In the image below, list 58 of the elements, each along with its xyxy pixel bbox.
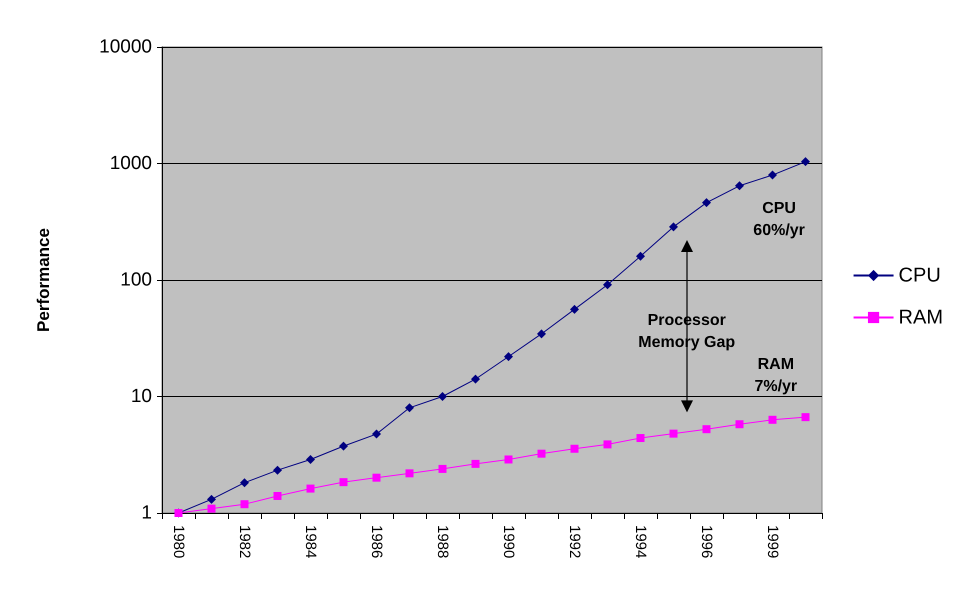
point [405,403,414,412]
point [438,464,446,473]
x-tick-label: 1982 [236,525,253,558]
x-tick-label: 1999 [764,525,781,558]
point [802,413,810,422]
x-tick-label: 1984 [302,525,319,558]
x-tick-label: 1980 [170,525,187,558]
point [504,455,512,464]
annotation: CPU 60%/yr [753,200,805,239]
y-tick-label: 10000 [99,36,152,58]
point [273,466,282,475]
point [636,434,644,442]
point [240,478,249,488]
point [471,374,480,384]
point [670,430,678,438]
point [240,500,248,508]
y-tick-label: 1 [141,502,152,524]
point [570,304,579,314]
point [603,280,612,290]
x-tick-label: 1992 [566,525,583,558]
point [801,157,810,166]
x-tick-label: 1988 [434,525,451,558]
y-tick-label: 100 [120,270,152,290]
point [438,392,447,401]
point [340,478,348,486]
point [604,440,612,448]
point [538,450,546,458]
x-tick-label: 1994 [632,525,649,558]
point [570,444,578,453]
point [472,460,480,468]
point [339,442,348,451]
point [306,484,314,493]
x-tick-label: 1990 [500,525,517,558]
legend-label: CPU [898,264,941,286]
point [306,454,315,464]
point [372,474,380,482]
y-axis-title: Performance [34,228,53,332]
point [406,469,414,478]
point [735,181,744,190]
point [768,416,776,424]
point [274,492,282,500]
x-tick-label: 1986 [368,525,385,558]
x-tick-label: 1996 [698,525,715,558]
legend-label: RAM [898,306,944,328]
point [702,198,711,208]
y-tick-label: 10 [130,386,152,407]
point [537,329,546,338]
point [208,504,216,513]
point [372,430,381,439]
y-tick-label: 1000 [110,153,152,174]
point [207,494,216,504]
point [636,252,645,261]
point [504,352,513,362]
point [736,420,744,428]
annotation: RAM 7%/yr [754,356,798,396]
point [669,222,678,232]
point [702,425,710,434]
point [768,170,777,180]
